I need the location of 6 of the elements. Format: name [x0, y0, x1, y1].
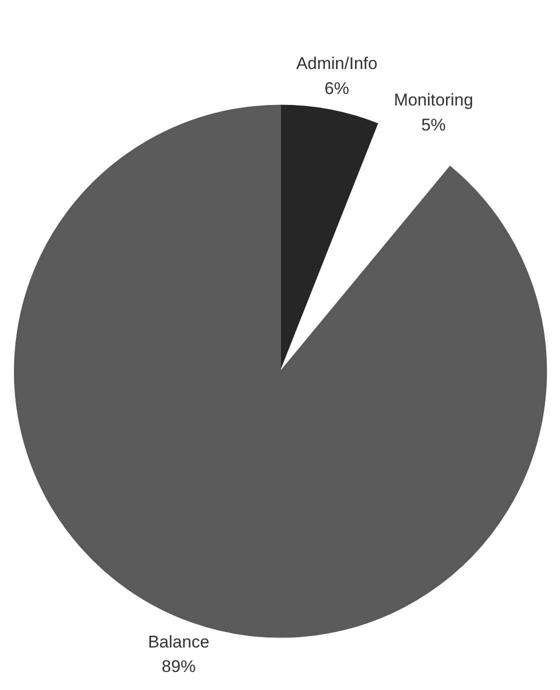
slice-label: Admin/Info: [296, 54, 378, 74]
slice-label: Monitoring: [394, 90, 474, 110]
data-label: 6%: [324, 78, 350, 98]
slice-label: Balance: [148, 632, 210, 652]
data-label: 5%: [421, 115, 446, 134]
data-label: 89%: [162, 656, 196, 676]
